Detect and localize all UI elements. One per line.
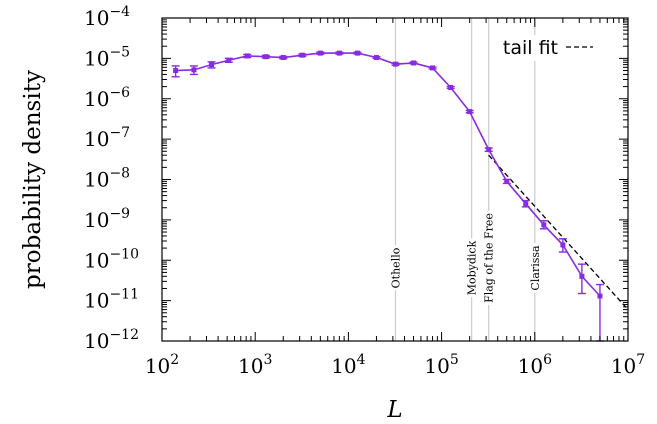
data-point (191, 67, 197, 73)
data-point (411, 60, 417, 66)
axis-ticks (161, 17, 629, 342)
data-point (597, 293, 603, 299)
data-point (560, 242, 566, 248)
y-axis-title: probability density (20, 70, 46, 289)
x-tick-label: 103 (238, 352, 272, 378)
annotation-label: Othello (389, 247, 402, 288)
x-tick-label: 105 (424, 352, 458, 378)
tail-fit-line (488, 154, 629, 311)
data-point (373, 55, 379, 61)
annotation-label: Clarissa (529, 245, 542, 291)
y-tick-label: 10−10 (84, 246, 139, 272)
x-axis-title: L (386, 397, 402, 423)
x-tick-label: 107 (611, 352, 645, 378)
data-point (173, 68, 179, 74)
y-tick-label: 10−9 (84, 206, 130, 232)
fit-lines (488, 154, 629, 311)
x-tick-label: 106 (518, 352, 552, 378)
annotation-labels: Flag of the Free Othello Mobydick Clarissa (388, 211, 543, 305)
legend-background (498, 35, 600, 61)
annotation-label-background (464, 238, 480, 298)
data-point (541, 222, 547, 228)
y-tick-label: 10−12 (84, 327, 139, 353)
legend: tail fit (498, 35, 600, 61)
data-point (430, 65, 436, 71)
data-point (244, 53, 250, 59)
data-point (523, 201, 529, 207)
tick-labels: 102 103 104 105 106 107 10−4 10−5 10−6 10−7 10−8 10… (84, 4, 645, 378)
legend-label: tail fit (503, 37, 558, 59)
y-tick-label: 10−5 (84, 44, 130, 70)
x-tick-label: 102 (145, 352, 179, 378)
data-point (579, 273, 585, 279)
data-point (317, 50, 323, 56)
data-series (171, 50, 604, 342)
data-point (299, 52, 305, 58)
data-point (226, 57, 232, 63)
y-tick-label: 10−11 (84, 287, 139, 313)
data-point (354, 50, 360, 56)
y-tick-label: 10−6 (84, 85, 130, 111)
annotation-label: Mobydick (466, 240, 479, 295)
data-point (448, 84, 454, 90)
data-point (467, 109, 473, 115)
data-point (280, 55, 286, 61)
y-tick-label: 10−4 (84, 4, 130, 30)
annotation-label-background (388, 245, 404, 291)
annotation-label: Flag of the Free (483, 213, 496, 303)
data-point (504, 178, 510, 184)
data-point (486, 147, 492, 153)
data-point (263, 54, 269, 60)
x-tick-label: 104 (331, 352, 365, 378)
data-point (209, 62, 215, 68)
y-tick-label: 10−8 (84, 166, 130, 192)
data-point (336, 50, 342, 56)
annotation-label-background (527, 243, 543, 293)
y-tick-label: 10−7 (84, 125, 130, 151)
annotation-label-background (481, 211, 497, 305)
data-point (392, 61, 398, 67)
